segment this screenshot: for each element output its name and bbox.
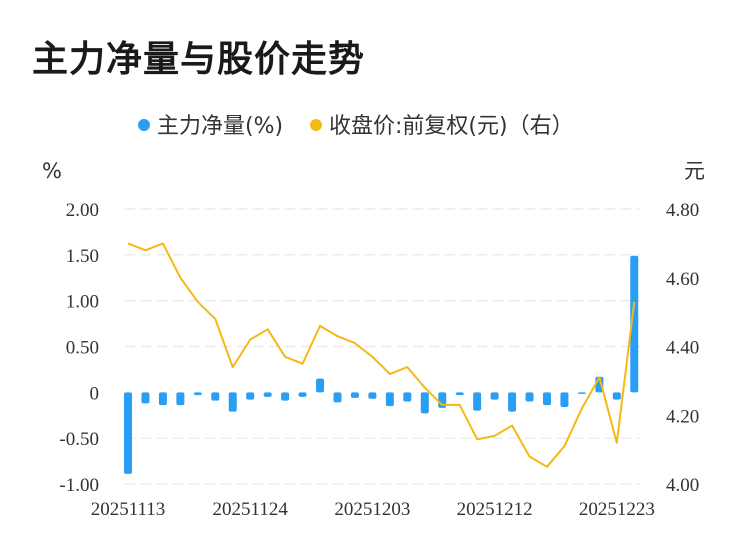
left-tick-label: -1.00 [59, 475, 99, 496]
legend: 主力净量(%) 收盘价:前复权(元)（右） [138, 114, 574, 139]
line-series [127, 242, 636, 468]
left-tick-label: 0 [90, 383, 100, 404]
bar [228, 392, 237, 412]
chart-title: 主力净量与股价走势 [32, 39, 366, 80]
bar [577, 392, 586, 394]
legend-marker-1 [310, 119, 322, 131]
bar [385, 392, 394, 407]
left-tick-label: 1.50 [66, 246, 99, 267]
bar [333, 392, 342, 403]
bar [368, 392, 377, 399]
bar [141, 392, 150, 404]
right-tick-label: 4.00 [666, 475, 699, 496]
bar [350, 392, 359, 398]
bar [403, 392, 412, 402]
left-tick-label: -0.50 [59, 429, 99, 450]
bar [508, 392, 517, 412]
bar [176, 392, 185, 406]
right-tick-label: 4.80 [666, 200, 699, 221]
bar [263, 392, 272, 397]
bar [124, 392, 132, 474]
right-axis-unit: 元 [684, 159, 705, 183]
axes: -1.00 -0.50 0 0.50 1.00 1.50 2.00 4.00 4.20 4.40 4… [42, 159, 705, 520]
bar [473, 392, 482, 411]
x-tick-label: 20251113 [91, 499, 166, 520]
left-axis-unit: % [42, 159, 62, 183]
bar [298, 392, 307, 397]
bar [316, 378, 325, 393]
bar [490, 392, 499, 400]
legend-label-1: 收盘价:前复权(元)（右） [329, 114, 574, 139]
bar [193, 392, 202, 396]
x-tick-label: 20251223 [579, 499, 655, 520]
bar [455, 392, 464, 396]
legend-marker-0 [138, 119, 150, 131]
left-tick-label: 2.00 [66, 200, 99, 221]
right-tick-label: 4.60 [666, 269, 699, 290]
x-tick-label: 20251124 [213, 499, 289, 520]
x-tick-label: 20251212 [457, 499, 533, 520]
right-tick-label: 4.20 [666, 406, 699, 427]
bar-series [124, 255, 639, 474]
bar [525, 392, 534, 402]
legend-label-0: 主力净量(%) [157, 114, 283, 139]
bar [246, 392, 255, 400]
right-tick-label: 4.40 [666, 338, 699, 359]
bar [542, 392, 551, 406]
bar [612, 392, 621, 400]
bar [420, 392, 429, 414]
left-tick-label: 0.50 [66, 338, 99, 359]
grid [125, 208, 640, 485]
x-tick-label: 20251203 [334, 499, 410, 520]
left-tick-label: 1.00 [66, 292, 99, 313]
bar [560, 392, 569, 407]
price-line [127, 242, 636, 468]
bar [158, 392, 167, 406]
bar [281, 392, 290, 401]
bar [211, 392, 220, 401]
bar [630, 255, 639, 393]
